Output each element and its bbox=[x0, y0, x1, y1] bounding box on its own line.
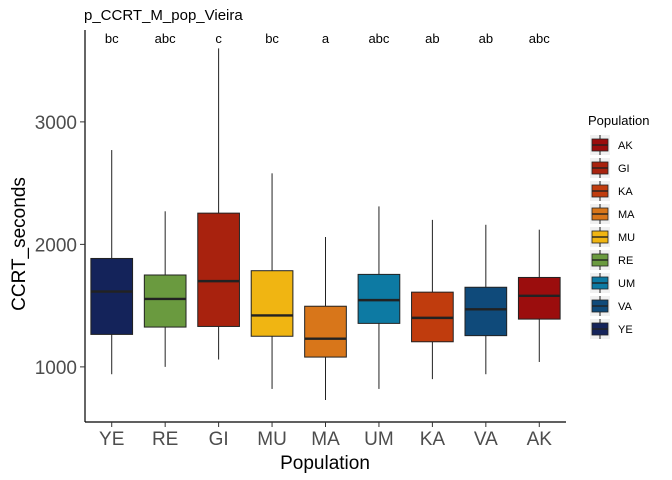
box-ma: a bbox=[304, 31, 347, 400]
legend-item-va: VA bbox=[590, 296, 633, 316]
x-tick-label: UM bbox=[364, 429, 394, 450]
box-gi: c bbox=[197, 31, 240, 360]
x-axis-title: Population bbox=[280, 453, 370, 474]
y-tick-label: 3000 bbox=[35, 113, 77, 134]
significance-label: ab bbox=[479, 31, 493, 46]
box-um: abc bbox=[357, 31, 401, 389]
legend-item-ka: KA bbox=[590, 181, 633, 201]
significance-label: abc bbox=[529, 31, 550, 46]
legend-label: RE bbox=[618, 255, 633, 267]
x-tick-label: YE bbox=[99, 429, 124, 450]
box-re: abc bbox=[143, 31, 187, 367]
box-rect bbox=[90, 257, 134, 335]
x-tick-label: VA bbox=[474, 429, 498, 450]
legend-label: MA bbox=[618, 209, 635, 221]
box-ka: ab bbox=[411, 31, 454, 380]
legend-item-ye: YE bbox=[590, 319, 633, 339]
legend-item-re: RE bbox=[590, 250, 633, 270]
legend-item-ma: MA bbox=[590, 204, 635, 224]
significance-label: a bbox=[322, 31, 330, 46]
x-tick-label: MA bbox=[311, 429, 340, 450]
plot-area: 1000 2000 3000 bc YE abc RE c GI bc MU a MA abc UM ab KA… bbox=[35, 30, 566, 450]
legend-item-mu: MU bbox=[590, 227, 635, 247]
significance-label: bc bbox=[105, 31, 119, 46]
x-tick-label: MU bbox=[257, 429, 287, 450]
box-ak: abc bbox=[517, 31, 561, 362]
box-rect bbox=[197, 212, 240, 327]
box-rect bbox=[464, 286, 508, 337]
legend-label: MU bbox=[618, 232, 635, 244]
x-tick-label: GI bbox=[209, 429, 229, 450]
chart-title: p_CCRT_M_pop_Vieira bbox=[84, 7, 243, 24]
legend-item-um: UM bbox=[590, 273, 635, 293]
significance-label: ab bbox=[425, 31, 439, 46]
box-mu: bc bbox=[250, 31, 294, 389]
box-rect bbox=[250, 270, 294, 337]
y-axis-title: CCRT_seconds bbox=[9, 177, 30, 311]
x-tick-label: AK bbox=[527, 429, 553, 450]
box-rect bbox=[304, 305, 347, 358]
legend: Population AK GI KA MA MU RE UM VA YE bbox=[588, 113, 649, 339]
legend-label: UM bbox=[618, 278, 635, 290]
box-ye: bc bbox=[90, 31, 134, 375]
box-rect bbox=[517, 276, 561, 320]
significance-label: abc bbox=[155, 31, 176, 46]
y-tick-label: 1000 bbox=[35, 358, 77, 379]
legend-label: YE bbox=[618, 324, 633, 336]
significance-label: bc bbox=[265, 31, 279, 46]
box-rect bbox=[357, 273, 401, 324]
legend-label: AK bbox=[618, 140, 633, 152]
legend-label: KA bbox=[618, 186, 633, 198]
x-tick-label: RE bbox=[152, 429, 178, 450]
legend-title: Population bbox=[588, 113, 649, 128]
legend-label: VA bbox=[618, 301, 633, 313]
x-tick-label: KA bbox=[420, 429, 446, 450]
legend-label: GI bbox=[618, 163, 630, 175]
legend-item-ak: AK bbox=[590, 135, 633, 155]
y-tick-label: 2000 bbox=[35, 235, 77, 256]
box-rect bbox=[143, 274, 187, 328]
legend-item-gi: GI bbox=[590, 158, 630, 178]
significance-label: c bbox=[215, 31, 222, 46]
box-va: ab bbox=[464, 31, 508, 375]
significance-label: abc bbox=[368, 31, 389, 46]
